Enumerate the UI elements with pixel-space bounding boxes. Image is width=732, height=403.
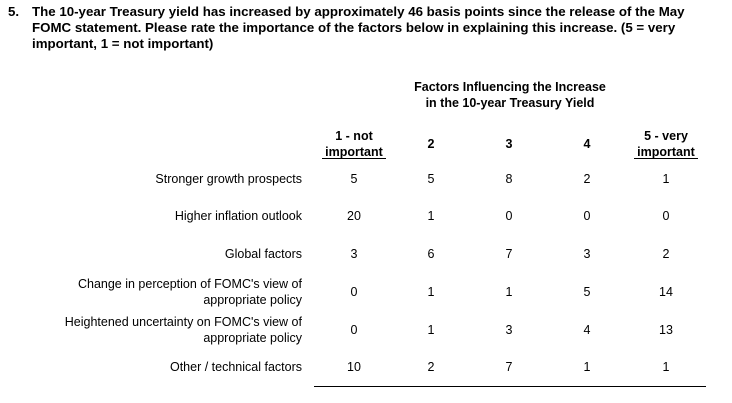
column-header-1-underline bbox=[322, 158, 386, 159]
table-cell: 5 bbox=[583, 285, 591, 299]
table-cell: 0 bbox=[350, 285, 358, 299]
table-cell: 2 bbox=[662, 247, 670, 261]
column-header-5: 5 - very important bbox=[626, 128, 706, 160]
table-cell: 2 bbox=[427, 360, 435, 374]
table-cell: 1 bbox=[427, 323, 435, 337]
table-cell: 1 bbox=[662, 172, 670, 186]
row-label-uncertainty-line2: appropriate policy bbox=[203, 331, 302, 345]
question-number: 5. bbox=[8, 4, 20, 19]
table-cell: 7 bbox=[505, 247, 513, 261]
column-header-1: 1 - not important bbox=[314, 128, 394, 160]
column-header-3-line1: 3 bbox=[505, 137, 513, 151]
row-label-perception: Change in perception of FOMC's view of a… bbox=[78, 276, 302, 308]
row-label-global: Global factors bbox=[224, 247, 302, 261]
question-text: The 10-year Treasury yield has increased… bbox=[32, 4, 685, 51]
table-cell: 3 bbox=[350, 247, 358, 261]
column-header-4-line1: 4 bbox=[583, 137, 591, 151]
table-title: Factors Influencing the Increase in the … bbox=[394, 79, 626, 111]
table-cell: 2 bbox=[583, 172, 591, 186]
table-cell: 8 bbox=[505, 172, 513, 186]
column-header-2-line1: 2 bbox=[427, 137, 435, 151]
table-cell: 3 bbox=[505, 323, 513, 337]
row-label-perception-line1: Change in perception of FOMC's view of bbox=[77, 277, 302, 291]
table-cell: 4 bbox=[583, 323, 591, 337]
table-cell: 13 bbox=[659, 323, 673, 337]
table-cell: 5 bbox=[350, 172, 358, 186]
table-cell: 7 bbox=[505, 360, 513, 374]
column-header-5-line2: important bbox=[637, 145, 695, 159]
row-label-perception-line2: appropriate policy bbox=[203, 293, 302, 307]
row-label-uncertainty-line1: Heightened uncertainty on FOMC's view of bbox=[64, 315, 302, 329]
table-cell: 0 bbox=[662, 209, 670, 223]
table-title-line2: in the 10-year Treasury Yield bbox=[425, 96, 595, 110]
table-cell: 0 bbox=[350, 323, 358, 337]
column-header-1-line1: 1 - not bbox=[335, 129, 373, 143]
column-header-5-line1: 5 - very bbox=[644, 129, 688, 143]
row-label-other: Other / technical factors bbox=[169, 360, 302, 374]
column-header-1-line2: important bbox=[325, 145, 383, 159]
table-cell: 1 bbox=[662, 360, 670, 374]
table-title-line1: Factors Influencing the Increase bbox=[414, 80, 606, 94]
row-label-growth: Stronger growth prospects bbox=[155, 172, 302, 186]
table-cell: 0 bbox=[505, 209, 513, 223]
table-bottom-rule bbox=[314, 386, 706, 387]
row-label-inflation: Higher inflation outlook bbox=[174, 209, 302, 223]
row-label-uncertainty: Heightened uncertainty on FOMC's view of… bbox=[65, 314, 302, 346]
table-cell: 14 bbox=[659, 285, 673, 299]
table-cell: 1 bbox=[583, 360, 591, 374]
table-cell: 1 bbox=[427, 285, 435, 299]
table-cell: 6 bbox=[427, 247, 435, 261]
table-cell: 10 bbox=[347, 360, 361, 374]
table-cell: 5 bbox=[427, 172, 435, 186]
table-cell: 1 bbox=[505, 285, 513, 299]
table-cell: 20 bbox=[347, 209, 361, 223]
table-cell: 0 bbox=[583, 209, 591, 223]
column-header-4: 4 bbox=[567, 136, 607, 152]
table-cell: 3 bbox=[583, 247, 591, 261]
column-header-2: 2 bbox=[411, 136, 451, 152]
column-header-5-underline bbox=[634, 158, 698, 159]
column-header-3: 3 bbox=[489, 136, 529, 152]
table-cell: 1 bbox=[427, 209, 435, 223]
